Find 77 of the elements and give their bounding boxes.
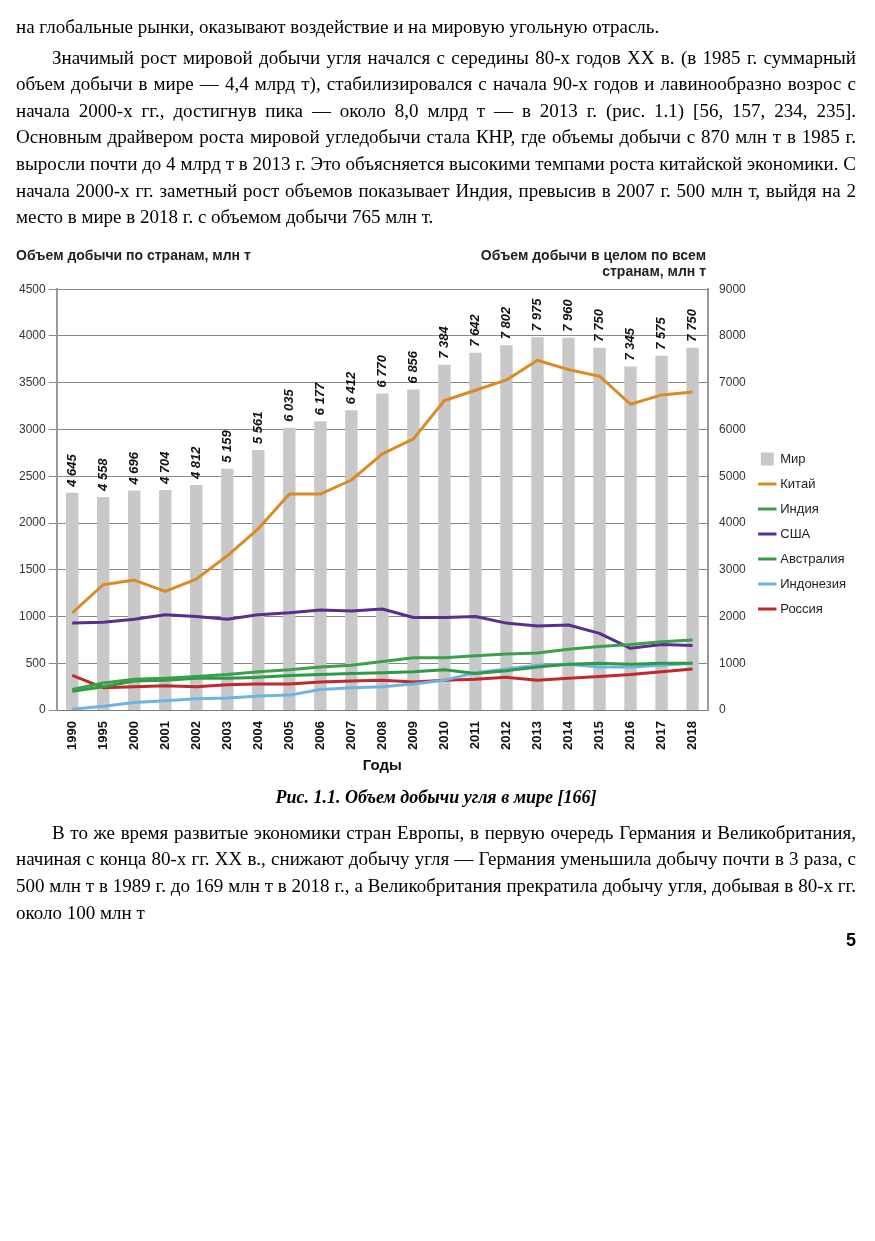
x-tick-label: 2007 [342, 720, 358, 750]
y-tick-label: 4500 [18, 281, 47, 296]
x-tick-label: 2013 [529, 720, 545, 750]
x-tick-label: 2006 [311, 720, 327, 750]
y-tick-label: 3000 [18, 421, 47, 436]
data-label: 7 345 [622, 327, 638, 361]
x-tick-label: 2014 [560, 720, 576, 750]
text: В то же время развитые экономики стран Европы, в первую очередь Германия и Великобритания, начиная с конца 80-х гг. XX в., снижают добычу угля — Германия уменьшила добычу почти в 3 раза, с 500 млн т в 1989 г. до 169 млн т в 2018 г., а Великобритания прекратила добычу угля, добывая в 80-х гг. около 100 млн т [16, 820, 856, 925]
y-tick-label: 2000 [18, 515, 47, 530]
x-tick-label: 2012 [498, 720, 514, 750]
data-label: 7 960 [560, 298, 576, 332]
x-tick-label: 2010 [436, 720, 451, 750]
legend-label: Индия [780, 500, 819, 516]
x-tick-label: 2015 [591, 720, 607, 750]
data-label: 4 704 [156, 450, 172, 485]
y-tick-label: 1000 [18, 608, 47, 623]
data-label: 6 177 [311, 381, 327, 415]
data-label: 6 412 [342, 370, 358, 404]
y-tick-label: 3500 [18, 374, 47, 389]
y-axis-title: Объем добычи по странам, млн т [16, 246, 252, 265]
data-label: 7 384 [436, 325, 451, 359]
text: Рис. 1.1. Объем добычи угля в мире [166] [274, 786, 598, 808]
x-tick-label: 2016 [622, 720, 638, 750]
y2-tick-label: 3000 [719, 561, 747, 576]
y-tick-label: 0 [39, 702, 47, 717]
data-label: 7 642 [467, 313, 483, 347]
legend-label: Китай [780, 475, 816, 491]
data-label: 4 558 [94, 457, 110, 492]
y2-tick-label: 6000 [719, 421, 747, 436]
legend-label: Мир [780, 450, 806, 466]
y2-tick-label: 0 [719, 702, 727, 717]
data-label: 6 035 [280, 388, 296, 422]
x-tick-label: 2011 [467, 720, 483, 750]
y2-tick-label: 7000 [719, 374, 747, 389]
x-tick-label: 2009 [404, 720, 420, 750]
y-tick-label: 2500 [18, 468, 47, 483]
data-label: 7 975 [529, 297, 545, 331]
x-tick-label: 2000 [125, 720, 141, 750]
y-tick-label: 1500 [18, 561, 47, 576]
x-tick-label: 1995 [94, 720, 110, 750]
x-tick-label: 2004 [249, 720, 265, 750]
text: Значимый рост мировой добычи угля начался с середины 80-х годов XX в. (в 1985 г. суммарный объем добычи в мире — 4,4 млрд т), стабилизировался с начала 90-х годов и лавинообразно возрос с начала 2000-х гг., достигнув пика — около 8,0 млрд т — в 2013 г. (рис. 1.1) [56, 157, 234, 235]. Основным драйвером роста мировой угледобычи стала КНР, где объемы добычи с 870 млн т в 1985 г. выросли почти до 4 млрд т в 2013 г. Это объясняется высокими темпами роста китайской экономики. С начала 2000-х гг. заметный рост объемов показывает Индия, превысив в 2007 г. 500 млн т, выйдя на 2 место в мире в 2018 г. с объемом добычи 765 млн т. [16, 45, 856, 230]
data-label: 5 159 [218, 429, 234, 463]
x-tick-label: 2017 [653, 720, 669, 750]
x-tick-label: 2005 [280, 720, 296, 750]
x-tick-label: 2003 [218, 720, 234, 750]
y2-axis-title: Объем добычи в целом по всем странам, млн т [479, 246, 706, 279]
data-label: 6 856 [404, 349, 420, 384]
data-label: 7 802 [498, 305, 514, 339]
legend-label: Индонезия [780, 575, 847, 591]
legend-label: Россия [780, 600, 823, 616]
text: 5 [845, 930, 856, 952]
y2-tick-label: 2000 [719, 608, 747, 623]
data-label: 4 696 [125, 450, 141, 486]
data-label: 6 770 [373, 353, 389, 388]
legend-label: Австралия [780, 550, 845, 566]
x-tick-label: 1990 [63, 720, 79, 750]
x-tick-label: 2008 [373, 720, 389, 750]
x-axis-title: Годы [362, 755, 402, 773]
x-tick-label: 2018 [684, 720, 700, 750]
y-tick-label: 500 [25, 655, 47, 670]
y2-tick-label: 1000 [719, 655, 747, 670]
text: на глобальные рынки, оказывают воздействие и на мировую угольную отрасль. [16, 15, 661, 39]
y2-tick-label: 8000 [719, 328, 747, 343]
y2-tick-label: 9000 [719, 281, 747, 296]
x-tick-label: 2001 [156, 720, 172, 750]
y2-tick-label: 5000 [719, 468, 747, 483]
data-label: 7 750 [684, 308, 700, 342]
data-label: 7 750 [591, 308, 607, 342]
data-label: 4 645 [63, 453, 79, 488]
data-label: 4 812 [187, 445, 203, 480]
data-label: 5 561 [249, 411, 265, 444]
y-tick-label: 4000 [18, 328, 47, 343]
legend-label: США [780, 525, 811, 541]
data-label: 7 575 [653, 316, 669, 350]
y2-tick-label: 4000 [719, 515, 747, 530]
x-tick-label: 2002 [187, 720, 203, 750]
